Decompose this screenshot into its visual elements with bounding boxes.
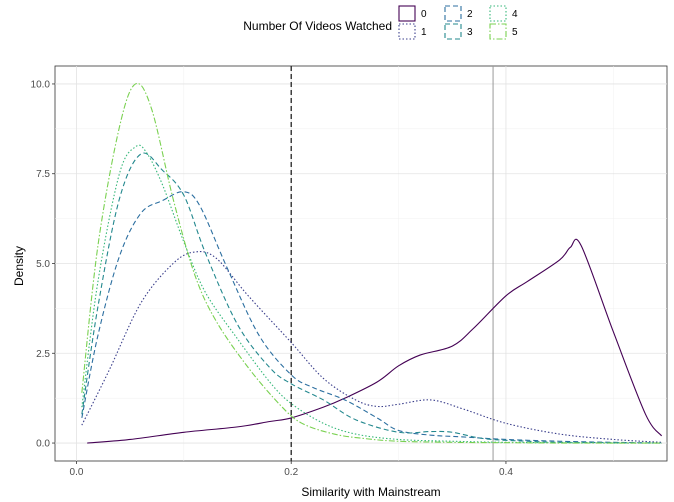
x-tick-label: 0.4	[499, 467, 513, 478]
legend-key-4	[489, 5, 507, 22]
legend-title: Number Of Videos Watched	[243, 19, 392, 33]
y-tick-label: 7.5	[36, 169, 50, 180]
series-line-3	[81, 152, 662, 444]
legend-key-bg	[489, 23, 507, 40]
y-tick-label: 5.0	[36, 259, 50, 270]
legend-key-1	[398, 23, 416, 40]
x-tick-label: 0.2	[284, 467, 298, 478]
legend-key-bg	[489, 5, 507, 22]
legend-label-0: 0	[421, 9, 427, 20]
grid-lines	[55, 66, 667, 461]
legend: Number Of Videos Watched 0 1 2 3 4 5	[243, 5, 518, 40]
series-lines	[81, 82, 663, 444]
y-axis-ticks: 0.0 2.5 5.0 7.5 10.0	[31, 79, 55, 450]
y-tick-label: 10.0	[31, 79, 51, 90]
x-axis-ticks: 0.0 0.2 0.4	[70, 461, 513, 478]
legend-label-4: 4	[512, 9, 518, 20]
legend-key-bg	[398, 5, 416, 22]
legend-label-1: 1	[421, 27, 427, 38]
x-axis-title: Similarity with Mainstream	[301, 485, 440, 499]
series-line-2	[81, 191, 662, 444]
legend-label-2: 2	[467, 9, 473, 20]
series-line-4	[81, 144, 662, 444]
y-axis-title: Density	[12, 246, 26, 286]
series-line-0	[87, 238, 663, 444]
x-tick-label: 0.0	[70, 467, 84, 478]
y-tick-label: 0.0	[36, 439, 50, 450]
legend-key-bg	[444, 23, 462, 40]
series-line-1	[81, 251, 662, 443]
reference-lines	[290, 66, 494, 461]
legend-label-5: 5	[512, 27, 518, 38]
legend-key-bg	[444, 5, 462, 22]
series-line-5	[81, 82, 662, 444]
legend-label-3: 3	[467, 27, 473, 38]
legend-key-bg	[398, 23, 416, 40]
legend-key-5	[489, 23, 507, 40]
legend-key-2	[444, 5, 462, 22]
legend-key-0	[398, 5, 416, 22]
y-tick-label: 2.5	[36, 349, 50, 360]
legend-key-3	[444, 23, 462, 40]
